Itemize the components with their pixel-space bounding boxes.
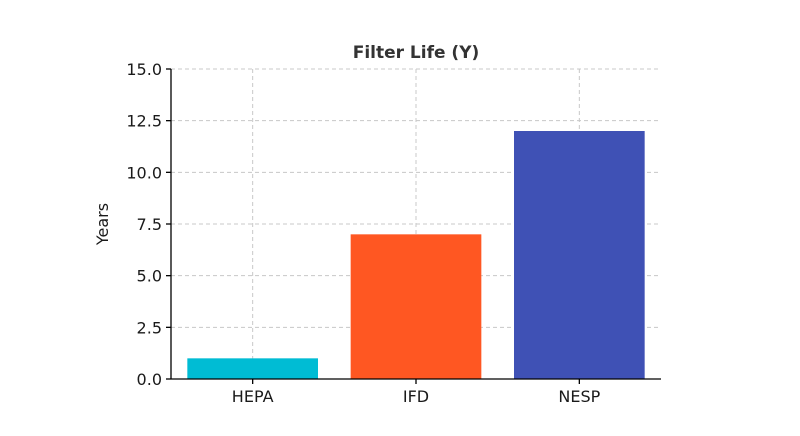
chart-title: Filter Life (Y): [353, 43, 480, 63]
y-tick-label: 2.5: [137, 318, 162, 337]
y-tick-label: 7.5: [137, 215, 162, 234]
x-tick-label: IFD: [403, 387, 429, 406]
y-axis-label: Years: [93, 203, 112, 246]
bar-ifd: [350, 234, 482, 379]
bar-nesp: [514, 131, 645, 379]
bar-hepa: [187, 358, 318, 379]
bars: [187, 131, 645, 379]
y-tick-label: 12.5: [126, 112, 162, 131]
y-tick-label: 0.0: [137, 370, 162, 389]
x-ticks: HEPA IFD NESP: [232, 379, 601, 406]
y-ticks: 0.0 2.5 5.0 7.5 10.0 12.5 15.0: [126, 60, 171, 389]
x-tick-label: HEPA: [232, 387, 274, 406]
x-tick-label: NESP: [558, 387, 600, 406]
y-tick-label: 15.0: [126, 60, 162, 79]
y-tick-label: 10.0: [126, 163, 162, 182]
y-tick-label: 5.0: [137, 267, 162, 286]
